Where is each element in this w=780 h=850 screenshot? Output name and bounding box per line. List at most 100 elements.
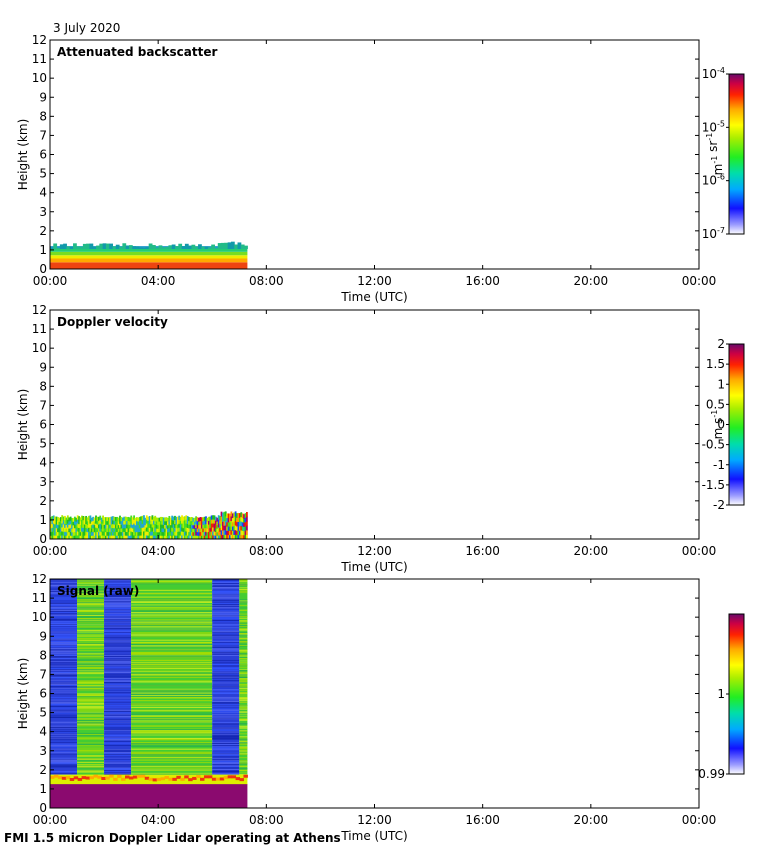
signal-streak xyxy=(77,616,105,618)
signal-streak xyxy=(212,605,240,607)
velocity-cell xyxy=(112,535,114,540)
velocity-cell xyxy=(167,517,169,522)
signal-streak xyxy=(239,585,248,587)
signal-streak xyxy=(212,607,240,609)
signal-streak xyxy=(239,658,248,659)
velocity-cell xyxy=(159,527,162,533)
signal-streak xyxy=(77,664,105,666)
signal-streak xyxy=(77,654,105,656)
signal-streak xyxy=(77,619,105,621)
signal-streak xyxy=(131,722,213,724)
signal-streak xyxy=(131,671,213,673)
signal-streak xyxy=(239,591,248,592)
y-axis-label: Height (km) xyxy=(16,119,30,190)
velocity-cell xyxy=(241,517,244,523)
velocity-cell xyxy=(233,525,236,531)
x-tick-label: 20:00 xyxy=(574,813,609,827)
velocity-cell xyxy=(65,535,68,540)
signal-streak xyxy=(212,758,240,759)
velocity-cell xyxy=(130,523,133,528)
signal-streak xyxy=(50,624,78,626)
signal-streak xyxy=(77,689,105,691)
velocity-cell xyxy=(140,516,143,521)
signal-streak xyxy=(239,675,248,677)
velocity-cell xyxy=(124,524,127,529)
velocity-cell xyxy=(133,515,136,520)
signal-streak xyxy=(131,672,213,674)
signal-streak xyxy=(77,764,105,766)
signal-streak xyxy=(77,602,105,604)
signal-streak xyxy=(77,709,105,711)
velocity-cell xyxy=(61,535,64,540)
signal-streak xyxy=(77,738,105,740)
signal-streak xyxy=(104,724,132,726)
signal-streak xyxy=(50,592,78,594)
velocity-cell xyxy=(137,521,140,526)
velocity-cell xyxy=(229,530,231,536)
signal-red-cell xyxy=(61,776,67,780)
velocity-cell xyxy=(137,531,140,536)
heatmap-data xyxy=(50,511,248,540)
velocity-cell xyxy=(89,515,92,520)
signal-streak xyxy=(77,636,105,638)
velocity-cell xyxy=(54,531,57,536)
backscatter-cell xyxy=(194,246,199,249)
velocity-cell xyxy=(241,526,244,531)
signal-streak xyxy=(239,727,248,729)
signal-streak xyxy=(212,616,240,618)
signal-streak xyxy=(77,698,105,700)
velocity-cell xyxy=(175,516,178,521)
velocity-cell xyxy=(237,512,240,518)
signal-red-cell xyxy=(168,777,173,781)
velocity-cell xyxy=(245,512,248,517)
signal-streak xyxy=(212,632,240,634)
velocity-cell xyxy=(121,535,124,540)
signal-streak xyxy=(239,707,248,708)
velocity-cell xyxy=(165,524,168,529)
velocity-cell xyxy=(210,515,213,520)
signal-streak xyxy=(239,622,248,624)
velocity-cell xyxy=(150,520,152,525)
backscatter-cell xyxy=(234,244,239,249)
velocity-cell xyxy=(161,524,164,529)
velocity-cell xyxy=(50,531,52,536)
velocity-cell xyxy=(81,515,83,520)
signal-streak xyxy=(104,735,132,737)
signal-streak xyxy=(212,584,240,585)
velocity-cell xyxy=(78,527,81,532)
velocity-cell xyxy=(117,528,120,533)
signal-streak xyxy=(131,583,213,585)
signal-streak xyxy=(77,585,105,587)
velocity-cell xyxy=(86,520,89,525)
signal-red-cell xyxy=(105,776,110,780)
velocity-cell xyxy=(138,524,141,529)
velocity-cell xyxy=(168,519,171,525)
velocity-cell xyxy=(159,524,162,529)
signal-streak xyxy=(77,609,105,611)
signal-streak xyxy=(212,643,240,645)
signal-red-cell xyxy=(128,776,134,780)
velocity-cell xyxy=(165,531,168,536)
velocity-cell xyxy=(191,517,193,522)
velocity-cell xyxy=(196,535,199,540)
backscatter-cell xyxy=(96,245,100,249)
velocity-cell xyxy=(62,531,65,536)
velocity-cell xyxy=(195,520,198,525)
signal-streak xyxy=(131,620,213,622)
velocity-cell xyxy=(114,520,117,525)
signal-streak xyxy=(212,648,240,650)
signal-streak xyxy=(104,673,132,675)
signal-streak xyxy=(212,593,240,595)
velocity-cell xyxy=(117,524,120,529)
velocity-cell xyxy=(127,535,130,540)
velocity-cell xyxy=(185,519,188,524)
signal-streak xyxy=(212,615,240,617)
signal-streak xyxy=(104,684,132,686)
velocity-cell xyxy=(174,535,176,540)
velocity-cell xyxy=(237,530,240,536)
velocity-cell xyxy=(71,535,73,540)
y-tick-label: 2 xyxy=(39,494,47,508)
velocity-cell xyxy=(175,535,178,540)
signal-streak xyxy=(212,630,240,632)
signal-streak xyxy=(239,726,248,728)
